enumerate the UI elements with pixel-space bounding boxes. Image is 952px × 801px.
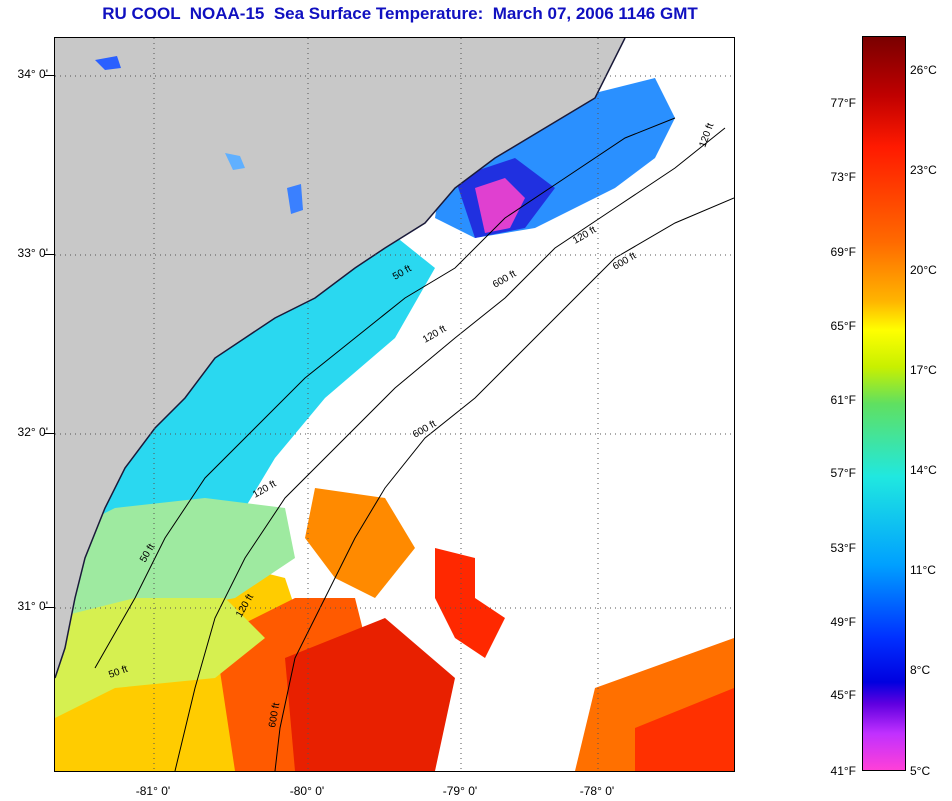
sst-map: 50 ft 120 ft 600 ft 50 ft 120 ft 600 ft … [55,38,734,771]
lon-label: -79° 0' [442,784,478,798]
contour-50ft [94,117,676,669]
colorbar-label-f: 53°F [830,541,856,555]
colorbar-label-c: 20°C [910,263,937,277]
contour-label: 600 ft [267,702,282,729]
colorbar-label-c: 14°C [910,463,937,477]
lon-label: -78° 0' [579,784,615,798]
sst-map-panel: 50 ft 120 ft 600 ft 50 ft 120 ft 600 ft … [54,37,735,772]
colorbar-label-f: 61°F [830,393,856,407]
cold-water-north-magenta [475,178,525,233]
graticule [55,38,734,771]
colorbar-label-c: 26°C [910,63,937,77]
lon-label: -80° 0' [289,784,325,798]
lon-label: -81° 0' [135,784,171,798]
colorbar-label-f: 49°F [830,615,856,629]
colorbar-label-f: 69°F [830,245,856,259]
lat-label: 33° 0' [17,246,48,260]
lat-tick [44,607,54,608]
colorbar-label-f: 41°F [830,764,856,778]
colorbar-label-c: 17°C [910,363,937,377]
colorbar-label-f: 73°F [830,170,856,184]
lake-moultrie [287,184,303,214]
lat-label: 32° 0' [17,425,48,439]
colorbar-label-f: 65°F [830,319,856,333]
colorbar-label-f: 45°F [830,688,856,702]
lake-marion [95,56,121,70]
hot-core-region [285,618,455,771]
temperature-colorbar [862,36,906,771]
colorbar-label-f: 57°F [830,466,856,480]
colorbar-label-c: 23°C [910,163,937,177]
coastline [55,38,626,679]
contour-120ft [174,127,726,771]
gulf-stream-red [435,548,505,658]
colorbar-label-c: 5°C [910,764,931,778]
lat-tick [44,433,54,434]
lat-tick [44,75,54,76]
colorbar-label-c: 8°C [910,663,931,677]
lat-label: 31° 0' [17,599,48,613]
inland-lake [225,153,245,170]
offshore-orange-patches [305,488,415,598]
southeast-hot-water [635,688,734,771]
contour-600ft [274,197,734,771]
lat-label: 34° 0' [17,67,48,81]
map-title: RU COOL NOAA-15 Sea Surface Temperature:… [102,4,698,23]
lat-tick [44,254,54,255]
colorbar-label-f: 77°F [830,96,856,110]
colorbar-label-c: 11°C [910,563,936,577]
land-mass [55,38,625,678]
